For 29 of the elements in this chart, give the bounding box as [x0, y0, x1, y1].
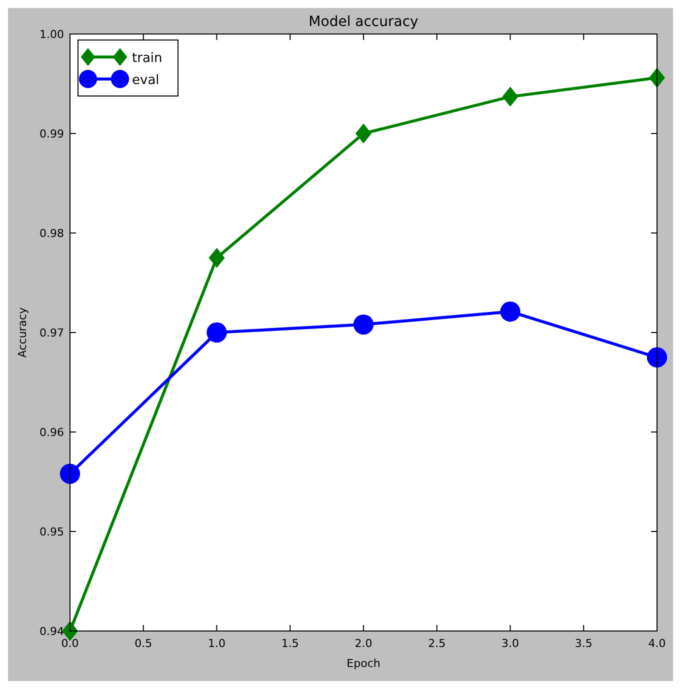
point [208, 248, 225, 268]
y-tick-label: 0.95 [40, 526, 64, 538]
y-tick-label: 1.00 [40, 28, 64, 41]
y-tick-label: 0.99 [40, 128, 64, 140]
y-tick-label: 0.97 [40, 326, 64, 340]
x-axis-title: Epoch [346, 657, 380, 670]
y-tick-label: 0.98 [40, 227, 64, 240]
x-tick-label: 2.0 [354, 637, 372, 650]
point [206, 322, 227, 343]
x-tick-label: 1.0 [208, 637, 226, 650]
x-tick-label: 1.5 [281, 637, 299, 650]
x-tick-label: 0.5 [134, 637, 152, 650]
x-tick-label: 3.5 [574, 637, 592, 650]
x-tick-label: 2.5 [428, 637, 446, 650]
y-axis-title: Accuracy [16, 306, 29, 358]
point [502, 86, 518, 107]
point [60, 464, 80, 484]
x-tick-label: 0.0 [61, 637, 79, 650]
point [500, 302, 520, 322]
y-tick-label: 0.94 [40, 625, 64, 638]
point [356, 124, 372, 144]
legend-label: train [132, 51, 162, 66]
x-tick-label: 4.0 [648, 637, 666, 650]
chart-title: Model accuracy [308, 14, 418, 30]
legend-label: eval [132, 73, 160, 88]
y-tick-label: 0.96 [40, 426, 64, 439]
x-tick-label: 3.0 [502, 637, 519, 650]
point [353, 314, 374, 335]
point [646, 347, 668, 368]
